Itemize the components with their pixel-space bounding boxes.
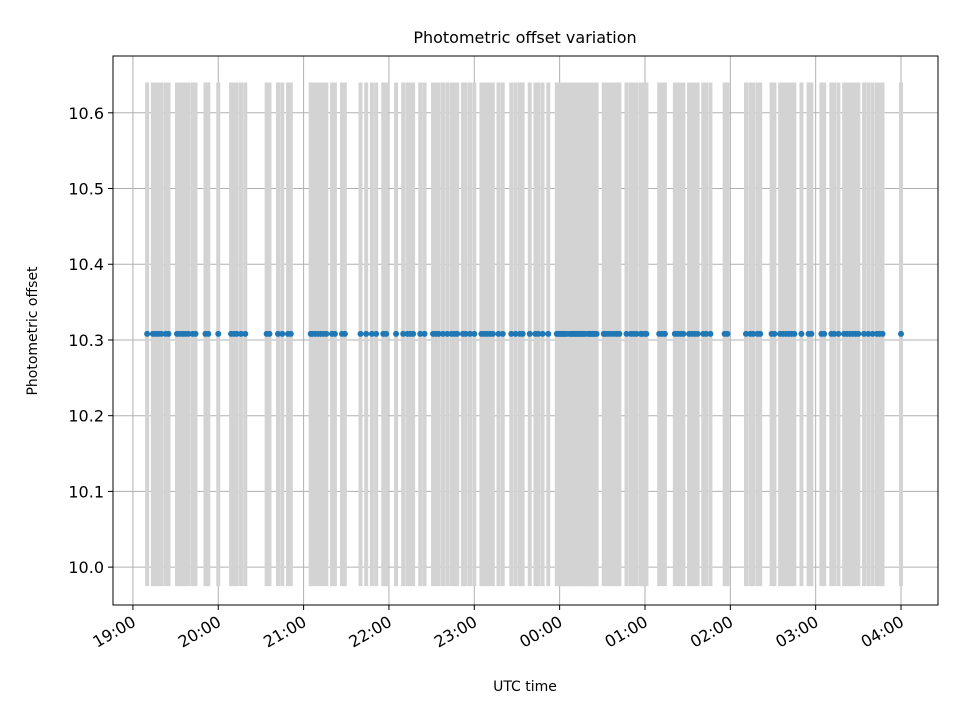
data-point <box>363 330 370 337</box>
data-point <box>215 330 222 337</box>
data-point <box>593 330 600 337</box>
data-point <box>417 330 424 337</box>
data-point <box>750 330 757 337</box>
data-point <box>400 330 407 337</box>
data-point <box>495 330 502 337</box>
data-point <box>444 330 451 337</box>
data-point <box>462 330 469 337</box>
data-point <box>633 330 640 337</box>
data-point <box>192 330 199 337</box>
data-point <box>835 330 842 337</box>
data-point <box>643 330 650 337</box>
data-point <box>242 330 249 337</box>
x-axis-label: UTC time <box>493 679 557 695</box>
y-tick-label: 10.2 <box>68 407 104 426</box>
data-point <box>323 330 330 337</box>
data-point <box>508 330 515 337</box>
data-point <box>519 330 526 337</box>
data-point <box>287 330 294 337</box>
data-point <box>233 330 240 337</box>
data-point <box>545 330 552 337</box>
data-point <box>471 330 478 337</box>
data-point <box>368 330 375 337</box>
data-point <box>694 330 701 337</box>
y-tick-label: 10.4 <box>68 255 104 274</box>
y-tick-label: 10.5 <box>68 180 104 199</box>
y-tick-label: 10.1 <box>68 482 104 501</box>
data-point <box>421 330 428 337</box>
data-point <box>831 330 838 337</box>
data-point <box>616 330 623 337</box>
data-point <box>331 330 338 337</box>
data-point <box>410 330 417 337</box>
data-point <box>680 330 687 337</box>
data-point <box>855 330 862 337</box>
data-point <box>703 330 710 337</box>
data-point <box>539 330 546 337</box>
data-point <box>383 330 390 337</box>
data-point <box>821 330 828 337</box>
data-point <box>440 330 446 337</box>
data-point <box>791 330 798 337</box>
data-point <box>707 330 714 337</box>
data-point <box>393 330 400 337</box>
chart-title: Photometric offset variation <box>413 28 636 47</box>
data-point <box>535 330 542 337</box>
data-point <box>158 330 165 337</box>
data-point <box>279 330 286 337</box>
data-point <box>205 330 212 337</box>
data-point <box>798 330 805 337</box>
data-point <box>467 330 474 337</box>
data-point <box>489 330 496 337</box>
data-point <box>742 330 749 337</box>
data-point <box>275 330 281 337</box>
data-point <box>238 330 245 337</box>
data-point <box>879 330 886 337</box>
data-point <box>526 330 533 337</box>
data-point <box>757 330 764 337</box>
data-point <box>869 330 876 337</box>
data-point <box>341 330 348 337</box>
data-point <box>373 330 380 337</box>
y-tick-label: 10.6 <box>68 104 104 123</box>
data-point <box>661 330 668 337</box>
data-point <box>898 330 905 337</box>
plot-frame <box>112 55 939 606</box>
y-tick-label: 10.3 <box>68 331 104 350</box>
data-point <box>357 330 364 337</box>
data-point <box>144 330 151 337</box>
y-axis-label: Photometric offset <box>25 266 41 396</box>
y-tick-label: 10.0 <box>68 558 104 577</box>
data-point <box>861 330 868 337</box>
data-point <box>185 330 192 337</box>
data-points <box>144 330 905 337</box>
y-axis-ticks: 10.0 10.1 10.2 10.3 10.4 10.5 10.6 <box>68 104 113 577</box>
data-point <box>499 330 506 337</box>
data-point <box>724 330 731 337</box>
data-point <box>623 330 630 337</box>
data-point <box>454 330 461 337</box>
data-point <box>512 330 519 337</box>
data-point <box>808 330 815 337</box>
data-point <box>435 330 442 337</box>
data-point <box>771 330 778 337</box>
data-point <box>165 330 172 337</box>
data-point <box>266 330 273 337</box>
data-point <box>865 330 872 337</box>
